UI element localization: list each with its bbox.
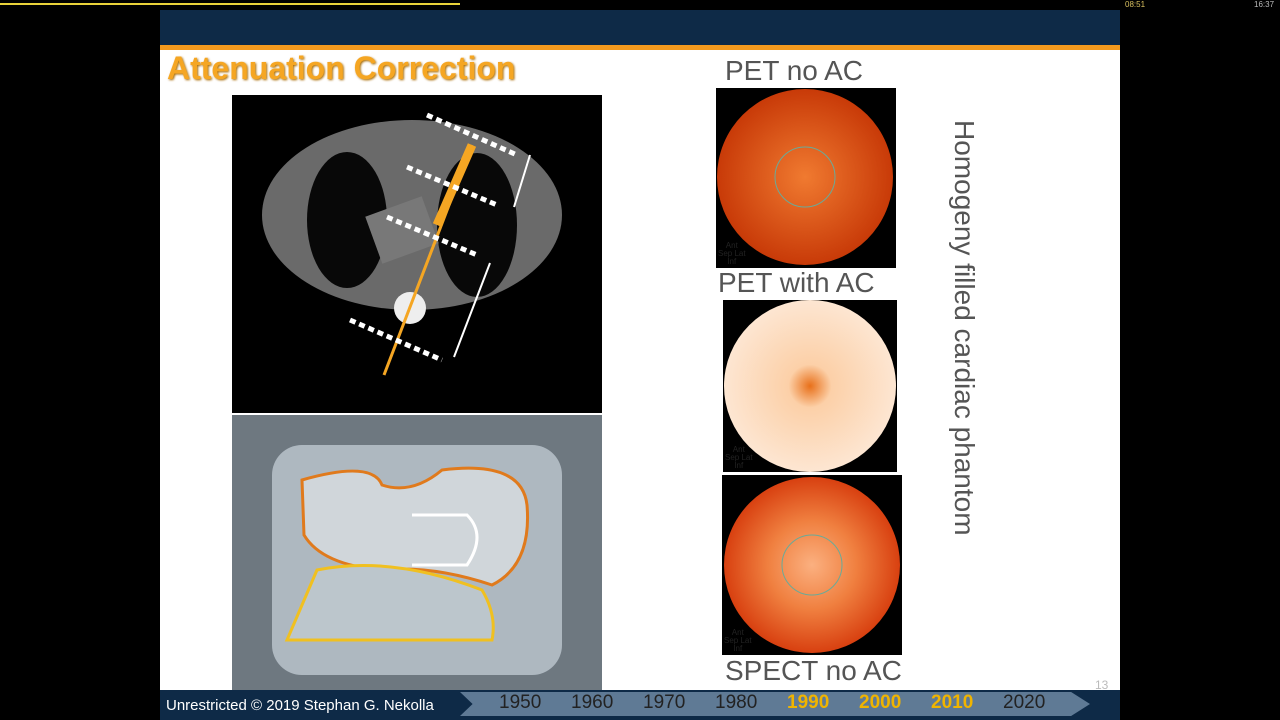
map-legend: Ant Sep Lat Inf <box>725 446 753 470</box>
timeline-year: 1980 <box>715 692 758 713</box>
progress-bar <box>0 3 460 5</box>
slide-title: Attenuation Correction <box>167 50 516 86</box>
legend-text: Sep Lat <box>725 453 753 462</box>
side-text-box: Homogeny filled cardiac phantom <box>940 120 980 600</box>
map-label: SPECT no AC <box>725 655 902 686</box>
ct-image <box>232 95 602 413</box>
timeline-year: 1960 <box>571 692 614 713</box>
timeline-year: 1950 <box>499 692 542 713</box>
legend-text: Sep Lat <box>718 249 746 258</box>
legend-text: Inf <box>727 257 737 266</box>
legend-text: Ant <box>732 445 745 454</box>
timeline-arrow <box>460 692 1090 716</box>
elapsed-time: 08:51 <box>1125 0 1146 9</box>
duration: 16:37 <box>1254 0 1275 9</box>
map-label: PET no AC <box>725 55 864 86</box>
legend-text: Inf <box>733 644 743 653</box>
phantom-photo <box>232 415 602 690</box>
side-text: Homogeny filled cardiac phantom <box>949 120 980 536</box>
timeline-year: 1990 <box>787 692 830 713</box>
footer-bar: Unrestricted © 2019 Stephan G. Nekolla <box>160 690 1120 720</box>
map-legend: Ant Sep Lat Inf <box>718 242 746 266</box>
legend-text: Ant <box>731 628 744 637</box>
timeline-year: 2000 <box>859 692 902 713</box>
timeline-year: 2020 <box>1003 692 1046 713</box>
header-stripe <box>160 45 1120 50</box>
slide: Attenuation Correction PET no AC PET wit… <box>160 10 1120 692</box>
legend-text: Inf <box>734 461 744 470</box>
footer-text: Unrestricted © 2019 Stephan G. Nekolla <box>166 697 434 714</box>
legend-text: Ant <box>725 241 738 250</box>
map-label: PET with AC <box>718 267 875 298</box>
slide-header <box>160 10 1120 45</box>
timeline-year: 1970 <box>643 692 686 713</box>
map-legend: Ant Sep Lat Inf <box>724 629 752 653</box>
page-number: 13 <box>1095 678 1109 692</box>
legend-text: Sep Lat <box>724 636 752 645</box>
timeline-year: 2010 <box>931 692 974 713</box>
